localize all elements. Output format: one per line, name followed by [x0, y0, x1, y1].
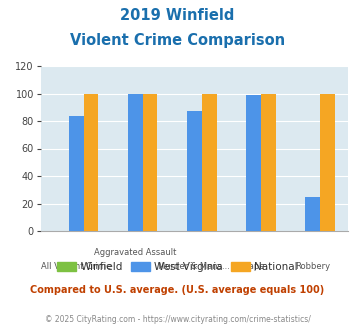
Legend: Winfield, West Virginia, National: Winfield, West Virginia, National	[53, 258, 302, 276]
Bar	[202, 93, 217, 231]
Bar	[143, 93, 158, 231]
Text: Rape: Rape	[243, 262, 264, 271]
Text: Violent Crime Comparison: Violent Crime Comparison	[70, 33, 285, 48]
Bar	[320, 93, 335, 231]
Text: © 2025 CityRating.com - https://www.cityrating.com/crime-statistics/: © 2025 CityRating.com - https://www.city…	[45, 315, 310, 324]
Text: 2019 Winfield: 2019 Winfield	[120, 8, 235, 23]
Bar	[246, 95, 261, 231]
Text: Robbery: Robbery	[295, 262, 330, 271]
Text: All Violent Crime: All Violent Crime	[41, 262, 111, 271]
Bar	[261, 93, 275, 231]
Bar	[305, 197, 320, 231]
Text: Murder & Mans...: Murder & Mans...	[158, 262, 230, 271]
Text: Compared to U.S. average. (U.S. average equals 100): Compared to U.S. average. (U.S. average …	[31, 285, 324, 295]
Text: Aggravated Assault: Aggravated Assault	[94, 248, 176, 257]
Bar	[187, 112, 202, 231]
Bar	[69, 115, 84, 231]
Bar	[128, 93, 143, 231]
Bar	[84, 93, 98, 231]
